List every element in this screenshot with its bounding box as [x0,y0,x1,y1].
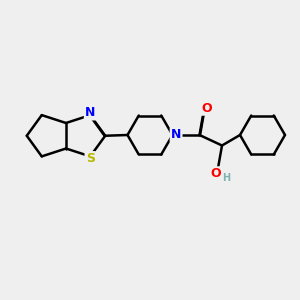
Text: S: S [86,152,95,165]
Text: N: N [171,128,181,142]
Text: O: O [211,167,221,181]
Text: O: O [201,101,212,115]
Text: H: H [222,173,231,184]
Text: N: N [85,106,95,119]
